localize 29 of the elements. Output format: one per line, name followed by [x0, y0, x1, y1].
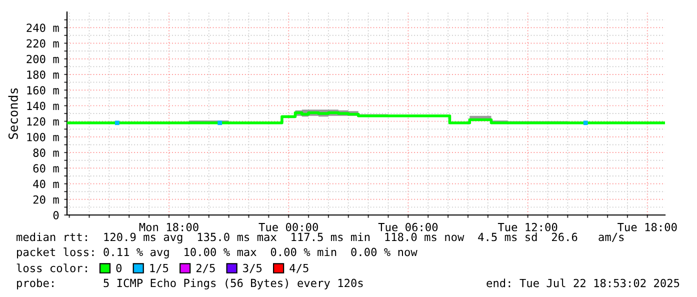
y-tick-label: 200 m — [26, 54, 59, 64]
y-axis-title: Seconds — [8, 88, 18, 139]
y-tick-label: 80 m — [33, 148, 59, 157]
x-tick-label: Tue 00:00 — [258, 222, 318, 232]
y-tick-label: 0 — [53, 211, 59, 220]
y-tick-label: 160 m — [27, 86, 59, 94]
x-tick-label: Tue 18:00 — [618, 222, 677, 232]
legend-label: 3/5 — [243, 264, 262, 274]
legend-label: 2/5 — [196, 264, 215, 274]
x-tick-label: Mon 18:00 — [139, 222, 198, 232]
y-tick-label: 180 m — [27, 70, 59, 79]
legend-label: 4/5 — [290, 264, 308, 274]
text: loss color: — [16, 264, 87, 272]
text: packet loss: 0.11 % avg 10.00 % max 0.00 % min 0.00 % now — [17, 248, 418, 258]
text: probe: 5 ICMP Echo Pings (56 Bytes) every 120s — [17, 278, 363, 290]
y-tick-label: 40 m — [33, 180, 59, 188]
y-tick-label: 140 m — [27, 102, 59, 110]
y-tick-label: 100 m — [27, 132, 59, 142]
x-tick-label: Tue 06:00 — [378, 222, 438, 232]
y-tick-label: 120 m — [27, 117, 59, 126]
y-tick-label: 220 m — [26, 39, 59, 48]
x-tick-label: Tue 12:00 — [498, 222, 558, 232]
y-tick-label: 240 m — [26, 24, 59, 32]
legend-label: 0 — [116, 264, 122, 272]
y-tick-label: 20 m — [33, 195, 59, 204]
y-tick-label: 60 m — [33, 164, 59, 173]
text: end: Tue Jul 22 18:53:02 2025 — [486, 278, 680, 288]
legend-label: 1/5 — [150, 264, 168, 274]
text: median rtt: 120.9 ms avg 135.0 ms max 117.5 ms min 118.0 ms now 4.5 ms sd 26.6 am/s — [16, 232, 624, 244]
